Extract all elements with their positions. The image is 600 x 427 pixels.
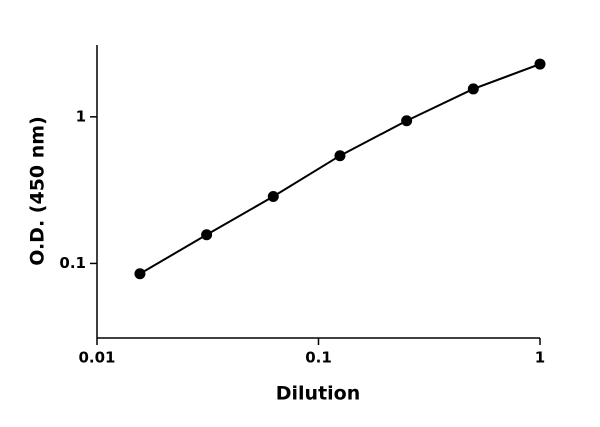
data-point [201,229,213,241]
x-tick-label: 0.01 [78,349,115,367]
y-tick-label: 1 [76,107,86,125]
data-point [267,191,279,203]
data-line [139,63,541,275]
data-point [401,115,413,127]
data-point [134,268,146,280]
y-axis-title: O.D. (450 nm) [27,116,49,266]
data-point [534,58,546,70]
x-tick-label: 1 [535,349,545,367]
x-axis-title: Dilution [276,383,361,405]
y-tick-label: 0.1 [59,254,86,272]
x-tick-label: 0.1 [305,349,332,367]
data-point [334,150,346,162]
data-point [467,83,479,95]
